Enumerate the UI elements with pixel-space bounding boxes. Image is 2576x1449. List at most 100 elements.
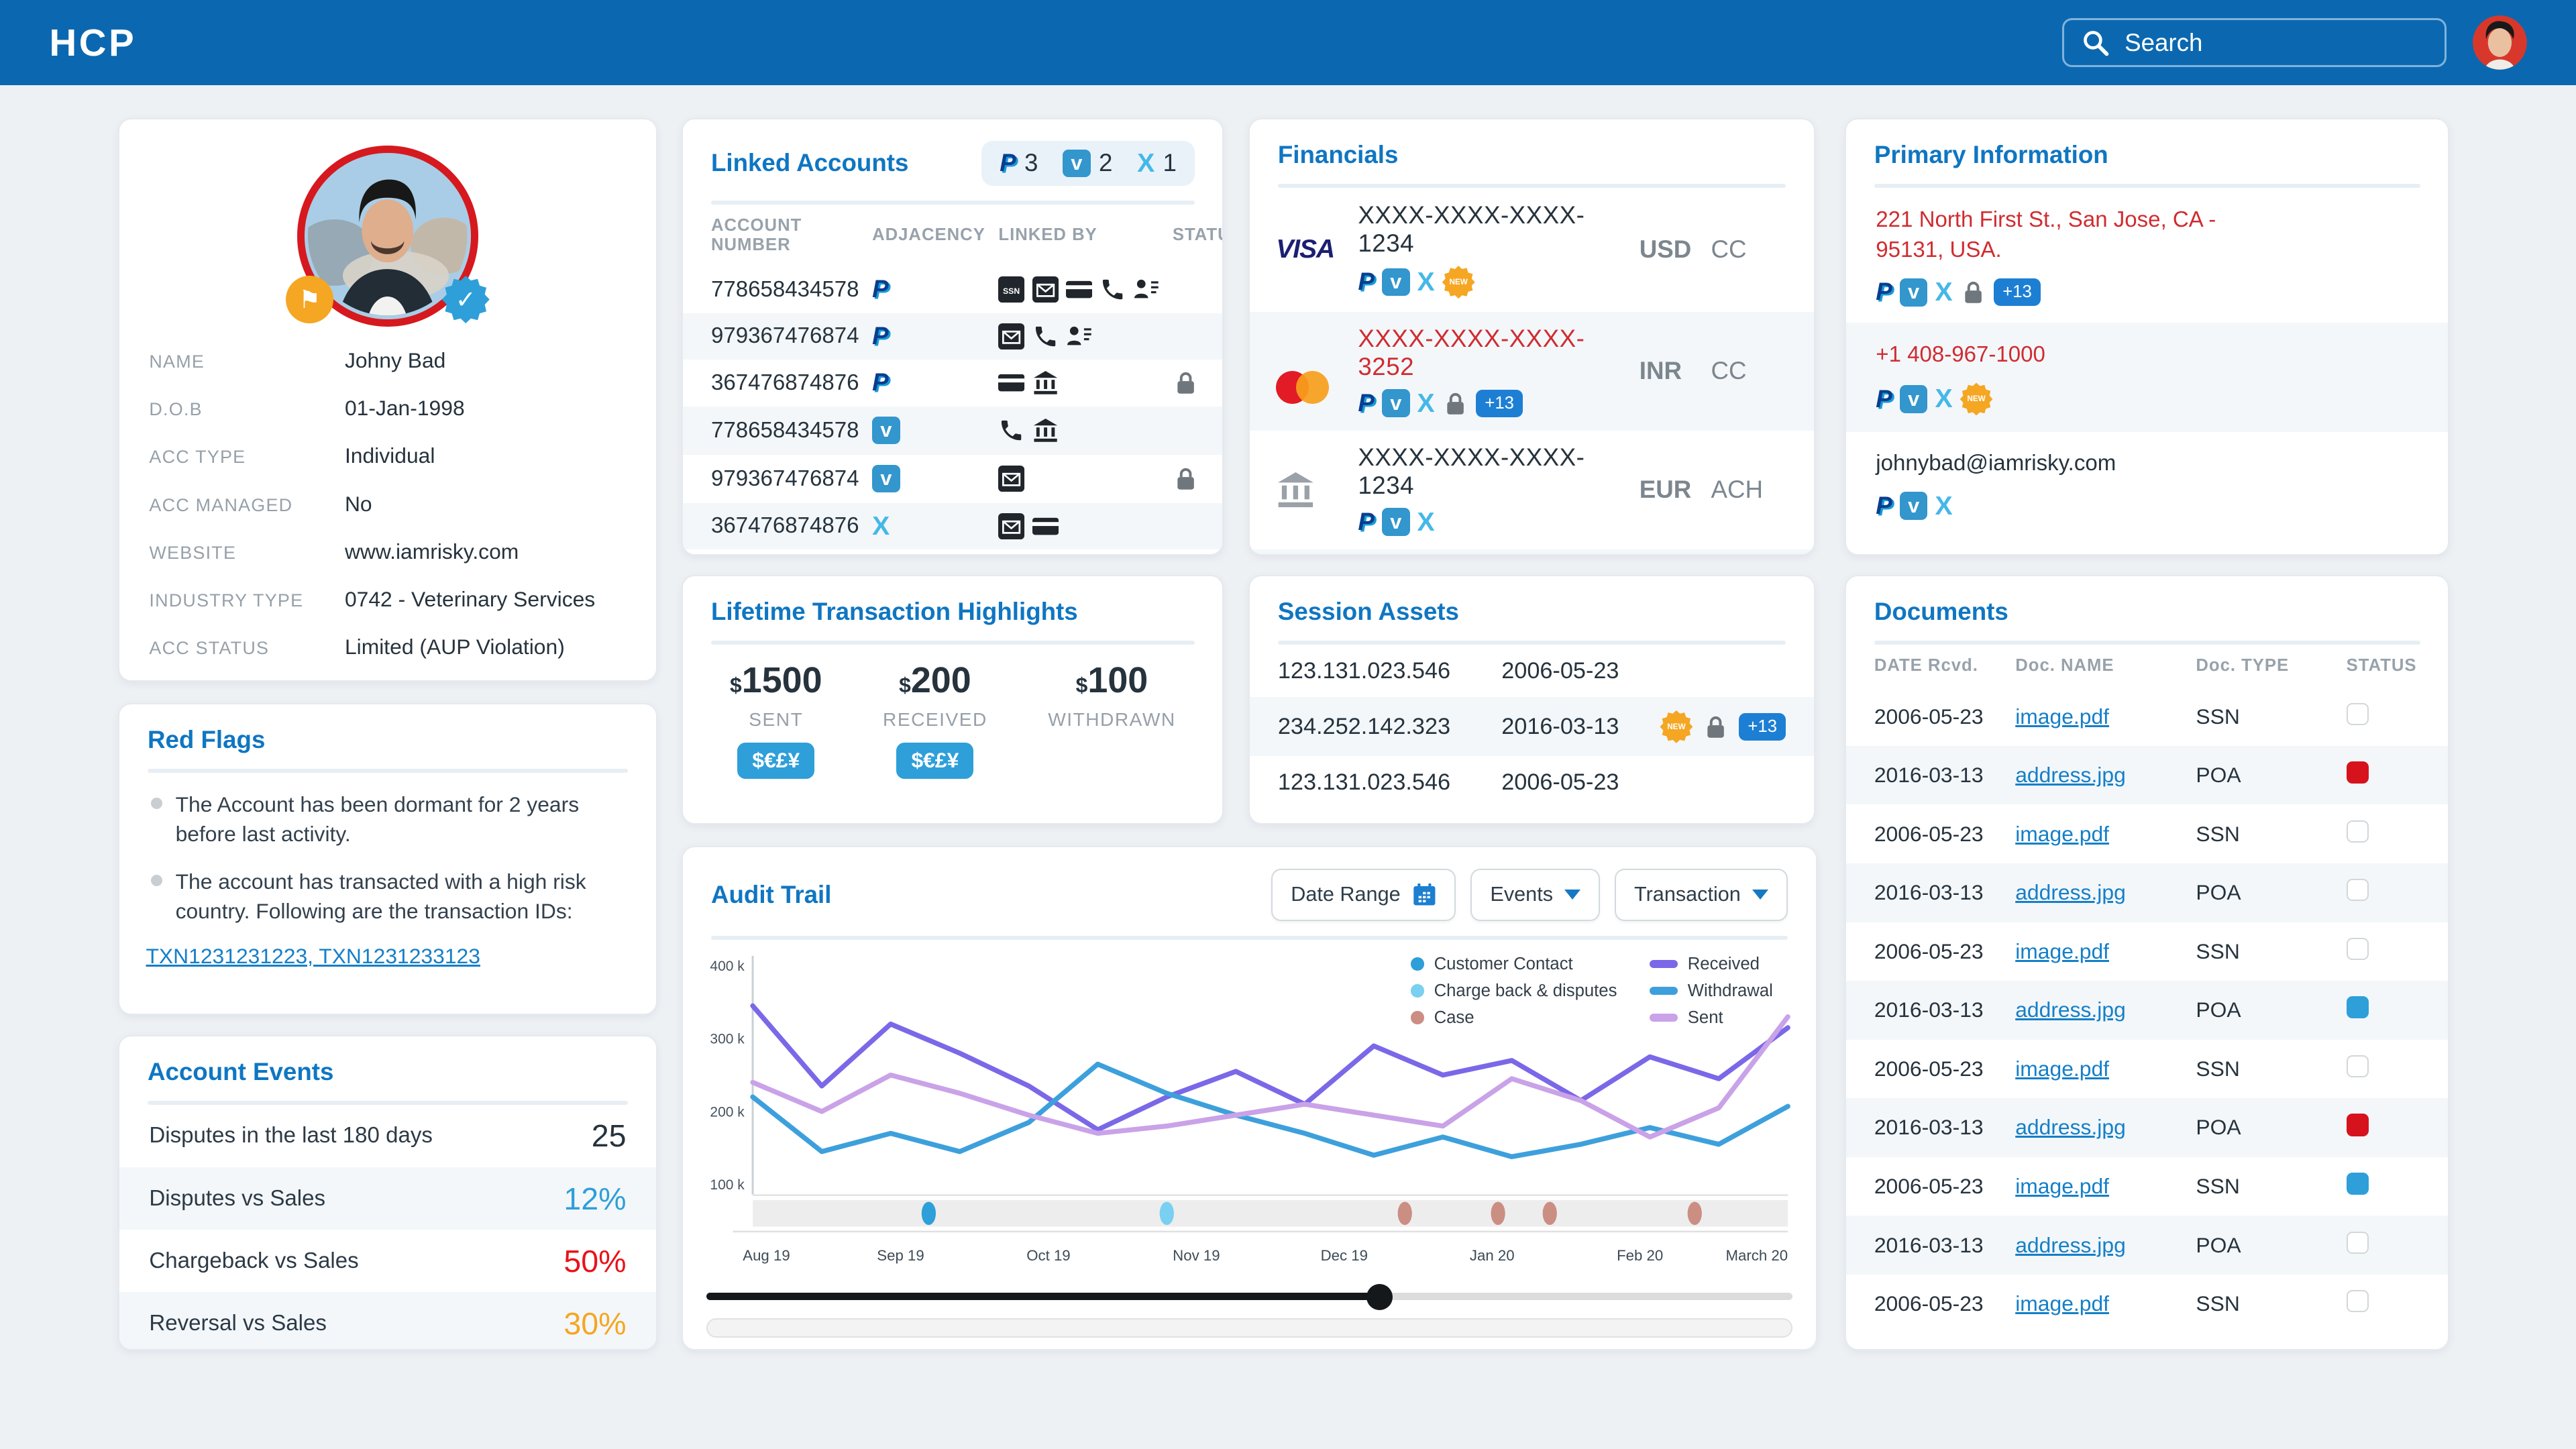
plus-count-badge[interactable]: +13 <box>1738 712 1786 741</box>
doc-name-link[interactable]: image.pdf <box>2015 1056 2109 1081</box>
red-flag-item: The account has transacted with a high r… <box>149 867 626 926</box>
doc-status-checkbox[interactable] <box>2346 1173 2369 1195</box>
doc-name-link[interactable]: image.pdf <box>2015 1291 2109 1316</box>
doc-name-link[interactable]: image.pdf <box>2015 1174 2109 1199</box>
doc-date: 2006-05-23 <box>1874 704 1984 729</box>
withdrawal-line-swatch <box>1650 987 1678 996</box>
currency: INR <box>1639 357 1682 385</box>
email-text: johnybad@iamrisky.com <box>1876 451 2116 476</box>
session-date: 2016-03-13 <box>1501 713 1619 739</box>
doc-status-checkbox[interactable] <box>2346 1114 2369 1136</box>
profile-field-label: ACC TYPE <box>149 447 246 468</box>
doc-date: 2016-03-13 <box>1874 1232 1984 1257</box>
doc-status-checkbox[interactable] <box>2346 761 2369 784</box>
session-date: 2006-05-23 <box>1501 657 1619 684</box>
doc-name-link[interactable]: address.jpg <box>2015 763 2126 788</box>
doc-status-checkbox[interactable] <box>2346 996 2369 1019</box>
account-number: 778658434578 <box>710 276 859 302</box>
venmo-icon: v <box>1899 278 1928 307</box>
date-range-button[interactable]: Date Range <box>1271 869 1456 921</box>
profile-field-label: WEBSITE <box>149 542 237 563</box>
paypal-icon: P <box>1358 388 1375 417</box>
top-navbar: HCP <box>0 0 2576 86</box>
transaction-ids-link[interactable]: TXN1231231223, TXN1231233123 <box>146 943 480 968</box>
document-row: 2016-03-13 address.jpg POA <box>1846 1098 2449 1157</box>
document-row: 2006-05-23 image.pdf SSN <box>1846 922 2448 981</box>
document-row: 2016-03-13 address.jpg POA <box>1846 981 2449 1040</box>
doc-name-link[interactable]: address.jpg <box>2015 998 2126 1022</box>
doc-status-checkbox[interactable] <box>2346 879 2369 902</box>
transaction-dropdown[interactable]: Transaction <box>1615 869 1788 921</box>
profile-field-label: NAME <box>149 351 205 372</box>
multi-currency-badge[interactable]: $€£¥ <box>896 742 974 779</box>
amount-label: SENT <box>749 709 804 731</box>
doc-status-checkbox[interactable] <box>2346 1231 2369 1254</box>
doc-name-link[interactable]: image.pdf <box>2015 821 2109 846</box>
document-row: 2006-05-23 image.pdf SSN <box>1846 687 2448 746</box>
doc-status-checkbox[interactable] <box>2346 702 2369 725</box>
case-dot <box>1411 1011 1424 1024</box>
doc-name-link[interactable]: image.pdf <box>2015 704 2109 729</box>
doc-name-link[interactable]: address.jpg <box>2015 880 2126 905</box>
account-number: 778658434578 <box>710 417 859 443</box>
xoom-icon: X <box>1935 491 1953 521</box>
red-flags-card: Red Flags The Account has been dormant f… <box>118 703 657 1016</box>
chargeback-dot <box>1411 984 1424 998</box>
phone-icon <box>1099 276 1126 303</box>
account-event-row: Chargeback vs Sales 50% <box>119 1230 655 1292</box>
venmo-icon: v <box>1381 268 1410 297</box>
session-asset-row: 123.131.023.546 2006-05-23 <box>1250 645 1814 697</box>
doc-type: SSN <box>2196 1056 2240 1081</box>
venmo-icon: v <box>1899 492 1928 520</box>
amount-withdrawn: 100 <box>1087 660 1148 701</box>
profile-field-value: 01-Jan-1998 <box>344 395 465 420</box>
user-avatar[interactable] <box>2472 15 2527 70</box>
multi-currency-badge[interactable]: $€£¥ <box>737 742 815 779</box>
session-asset-row: 123.131.023.546 2006-05-23 <box>1250 756 1814 808</box>
red-flag-item: The Account has been dormant for 2 years… <box>149 790 626 849</box>
received-line-swatch <box>1650 960 1678 969</box>
svg-text:200 k: 200 k <box>710 1105 745 1120</box>
venmo-icon: v <box>872 464 900 493</box>
doc-status-checkbox[interactable] <box>2346 1290 2369 1313</box>
lock-icon <box>1442 390 1468 417</box>
ip-address: 234.252.142.323 <box>1277 713 1451 739</box>
bank-icon <box>1276 470 1316 510</box>
linked-account-row: 367476874876 X <box>683 502 1223 550</box>
paypal-icon: P <box>872 275 889 303</box>
doc-type: SSN <box>2196 938 2240 963</box>
doc-name-link[interactable]: image.pdf <box>2015 938 2109 963</box>
doc-name-link[interactable]: address.jpg <box>2015 1232 2126 1257</box>
caret-down-icon <box>1564 890 1581 900</box>
slider-handle[interactable] <box>1366 1283 1393 1311</box>
search-box[interactable] <box>2061 17 2447 68</box>
plus-count-badge[interactable]: +13 <box>1475 389 1523 417</box>
paypal-icon: P <box>1876 491 1892 519</box>
column-header: LINKED BY <box>998 225 1097 245</box>
documents-card: Documents DATE Rcvd. Doc. NAME Doc. TYPE… <box>1845 575 2450 1351</box>
svg-text:Jan 20: Jan 20 <box>1470 1248 1515 1265</box>
doc-status-checkbox[interactable] <box>2346 1055 2369 1077</box>
search-input[interactable] <box>2125 28 2426 57</box>
doc-name-link[interactable]: address.jpg <box>2015 1115 2126 1140</box>
plus-count-badge[interactable]: +13 <box>1993 278 2041 307</box>
new-badge: NEW <box>1660 710 1693 743</box>
email-icon <box>1032 276 1059 303</box>
instrument-type: CC <box>1711 357 1747 385</box>
events-dropdown[interactable]: Events <box>1470 869 1601 921</box>
doc-status-checkbox[interactable] <box>2346 820 2369 843</box>
lifetime-item: $100 WITHDRAWN <box>1048 660 1176 731</box>
doc-status-checkbox[interactable] <box>2346 937 2369 960</box>
linked-account-row: 367476874876 P <box>683 360 1224 407</box>
chart-scrollbar-track[interactable] <box>706 1318 1793 1338</box>
audit-line-chart: 400 k 300 k 200 k 100 k Aug 19 Sep 19 Oct 19 No… <box>710 956 1790 1265</box>
user-avatar-image <box>2472 15 2527 70</box>
financials-title: Financials <box>1277 141 1399 169</box>
paypal-icon: P <box>1000 149 1016 176</box>
profile-field-value: Johny Bad <box>344 347 446 372</box>
